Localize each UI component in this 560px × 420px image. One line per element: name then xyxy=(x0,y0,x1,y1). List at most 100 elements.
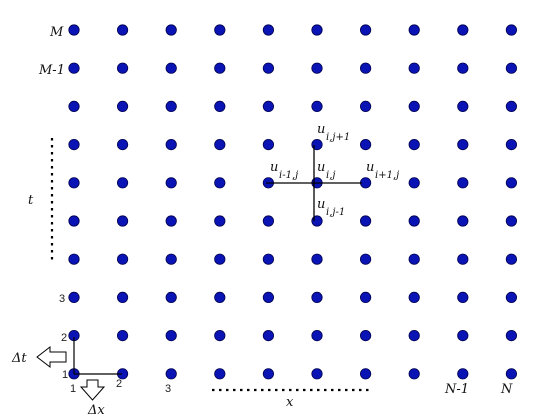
grid-node xyxy=(408,329,420,342)
grid-node xyxy=(262,100,274,113)
grid-node xyxy=(117,329,129,342)
grid-node xyxy=(505,100,517,113)
grid-node xyxy=(165,139,177,151)
stencil-label-center: u i,j xyxy=(317,160,335,181)
row-label-2: 2 xyxy=(61,332,67,344)
grid-node xyxy=(165,253,177,265)
grid-node xyxy=(359,100,372,113)
grid-node xyxy=(505,291,517,303)
stencil-label-left: u i-1,j xyxy=(270,160,298,181)
grid-node xyxy=(117,139,129,151)
stencil-lines xyxy=(266,145,362,221)
grid-node xyxy=(457,177,469,189)
grid-node xyxy=(68,62,80,74)
grid-node xyxy=(214,329,226,342)
grid-node xyxy=(457,62,469,74)
grid-node xyxy=(117,100,129,113)
stencil-label-up: u i,j+1 xyxy=(317,122,350,143)
grid-node xyxy=(68,291,80,303)
grid-node xyxy=(68,177,80,189)
space-axis-label: x xyxy=(286,395,294,410)
grid-node xyxy=(311,100,323,113)
grid-node xyxy=(68,253,80,265)
grid-node xyxy=(117,24,129,36)
grid-node xyxy=(359,62,372,74)
grid-node xyxy=(359,253,372,265)
grid-node xyxy=(214,100,226,113)
grid-node xyxy=(214,24,226,36)
grid-node xyxy=(311,24,323,36)
stencil-up-base: u xyxy=(317,122,325,137)
stencil-down-base: u xyxy=(317,197,325,212)
grid-node xyxy=(505,62,517,74)
row-label-m-minus-1: M-1 xyxy=(38,63,65,78)
grid-node xyxy=(457,139,469,151)
grid-node xyxy=(214,253,226,265)
grid-node xyxy=(408,24,420,36)
grid-node xyxy=(262,329,274,342)
grid-node xyxy=(68,24,80,36)
dt-arrow-icon xyxy=(36,345,67,369)
grid-node xyxy=(359,24,372,36)
col-label-n: N xyxy=(500,382,513,397)
stencil-center-subscript: i,j xyxy=(326,170,335,181)
grid-node xyxy=(262,24,274,36)
grid-node xyxy=(165,215,177,227)
grid-node xyxy=(359,215,372,227)
grid-node xyxy=(359,139,372,151)
col-label-2: 2 xyxy=(116,378,122,390)
grid-node xyxy=(408,253,420,265)
grid-node xyxy=(505,368,517,380)
stencil-label-down: u i,j-1 xyxy=(317,197,345,218)
grid-node xyxy=(117,62,129,74)
grid-node xyxy=(165,368,177,380)
grid-node xyxy=(262,215,274,227)
row-label-3: 3 xyxy=(59,293,65,305)
grid-node xyxy=(117,215,129,227)
grid-node xyxy=(214,139,226,151)
grid-node xyxy=(165,291,177,303)
stencil-left-base: u xyxy=(270,160,278,175)
col-label-1: 1 xyxy=(70,383,76,395)
grid-node xyxy=(408,291,420,303)
grid-node xyxy=(457,291,469,303)
dt-label: Δt xyxy=(11,351,27,366)
grid-node xyxy=(117,291,129,303)
stencil-right-subscript: i+1,j xyxy=(375,170,399,181)
grid-node xyxy=(165,100,177,113)
grid-node xyxy=(408,62,420,74)
grid-node xyxy=(262,62,274,74)
dx-arrow-icon xyxy=(79,379,106,401)
grid-node xyxy=(457,100,469,113)
grid-node xyxy=(311,62,323,74)
grid-node xyxy=(505,24,517,36)
grid-node xyxy=(457,368,469,380)
row-label-1: 1 xyxy=(62,369,68,381)
grid-node xyxy=(359,291,372,303)
grid-node xyxy=(505,139,517,151)
col-label-n-minus-1: N-1 xyxy=(444,382,469,397)
dx-label: Δx xyxy=(87,403,105,418)
grid-node xyxy=(117,253,129,265)
stencil-right-base: u xyxy=(366,160,374,175)
time-axis-label: t xyxy=(28,193,34,208)
stencil-left-subscript: i-1,j xyxy=(279,170,298,181)
grid-node xyxy=(117,177,129,189)
col-label-3: 3 xyxy=(165,383,171,395)
grid-node xyxy=(214,62,226,74)
grid-node xyxy=(165,177,177,189)
grid-node xyxy=(68,100,80,113)
grid-node xyxy=(214,215,226,227)
grid-node xyxy=(68,139,80,151)
step-markers xyxy=(73,337,122,375)
grid-node xyxy=(457,24,469,36)
grid-node xyxy=(165,62,177,74)
grid-node xyxy=(457,329,469,342)
row-label-m: M xyxy=(49,25,64,40)
grid-node xyxy=(262,253,274,265)
grid-node xyxy=(262,368,274,380)
grid-node xyxy=(408,368,420,380)
grid-node xyxy=(214,177,226,189)
grid-node xyxy=(408,100,420,113)
